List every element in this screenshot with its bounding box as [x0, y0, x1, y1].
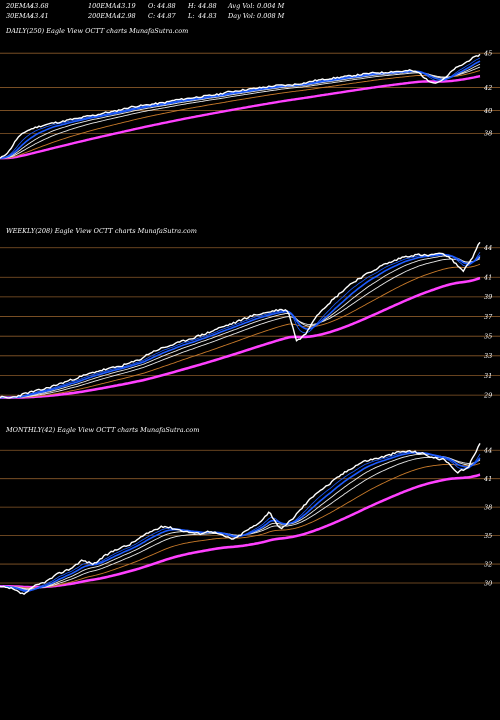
monthly-y-tick-label: 32 [484, 560, 492, 568]
stat-high-label: H: [187, 2, 196, 10]
panel-monthly: MONTHLY(42) Eagle View OCTT charts Munaf… [0, 426, 500, 595]
daily-ema-200-line [0, 75, 481, 160]
monthly-y-tick-label: 35 [484, 532, 492, 540]
monthly-y-tick-label: 30 [484, 579, 492, 587]
stat-20ema-label: 20EMA: [5, 2, 33, 10]
daily-y-tick-label: 38 [484, 130, 492, 138]
panel-monthly-lines [0, 443, 481, 595]
monthly-ema-100-line [0, 462, 481, 589]
stat-30ema-value: 43.41 [29, 12, 49, 20]
monthly-y-tick-label: 44 [483, 447, 492, 455]
stat-high-value: 44.88 [197, 2, 217, 10]
stat-dayvol-label: Day Vol: [227, 12, 255, 20]
panel-daily: DAILY(250) Eagle View OCTT charts Munafa… [0, 27, 500, 160]
monthly-y-tick-label: 38 [484, 503, 492, 511]
panel-weekly: WEEKLY(208) Eagle View OCTT charts Munaf… [0, 227, 500, 399]
weekly-price-line [0, 241, 481, 399]
weekly-y-tick-label: 37 [484, 313, 493, 321]
daily-y-tick-label: 40 [483, 107, 492, 115]
stat-dayvol-value: 0.008 M [257, 12, 285, 20]
weekly-y-tick-label: 29 [483, 391, 492, 399]
monthly-ema-200-upper-line [0, 473, 481, 587]
panel-daily-grid [0, 52, 500, 134]
weekly-ema-10-line [0, 251, 481, 399]
monthly-price-line [0, 443, 481, 595]
panel-monthly-ticks: 44 41 38 35 32 30 [483, 447, 492, 588]
monthly-y-tick-label: 41 [483, 475, 492, 483]
stat-100ema-label: 100EMA: [88, 2, 119, 10]
panel-weekly-ticks: 44 41 39 37 35 33 31 29 [483, 244, 493, 399]
stat-20ema-value: 43.68 [29, 2, 49, 10]
daily-y-tick-label: 42 [483, 84, 492, 92]
panel-daily-ticks: 45 42 40 38 [483, 49, 492, 137]
stat-open-value: 44.88 [156, 2, 176, 10]
weekly-y-tick-label: 44 [483, 244, 492, 252]
weekly-ema-20-line [0, 253, 481, 399]
panel-daily-label: DAILY(250) Eagle View OCTT charts Munafa… [5, 27, 188, 35]
panel-monthly-label: MONTHLY(42) Eagle View OCTT charts Munaf… [5, 426, 199, 434]
weekly-y-tick-label: 39 [484, 293, 492, 301]
panel-daily-lines [0, 53, 481, 160]
weekly-y-tick-label: 33 [484, 352, 492, 360]
weekly-ema-50-line [0, 258, 481, 399]
stat-avgvol-label: Avg Vol: [227, 2, 255, 10]
stat-200ema-label: 200EMA: [87, 12, 119, 20]
stat-30ema-label: 30EMA: [6, 12, 33, 20]
weekly-y-tick-label: 31 [484, 372, 492, 380]
weekly-y-tick-label: 41 [483, 274, 492, 282]
monthly-ema-20-line [0, 451, 481, 592]
daily-ema-200-upper-line [0, 75, 481, 159]
stat-close-label: C: [148, 12, 155, 20]
stat-close-value: 44.87 [156, 12, 176, 20]
stat-200ema-value: 42.98 [116, 12, 136, 20]
daily-ema-50-line [0, 66, 481, 159]
daily-ema-100-line [0, 70, 481, 159]
panel-weekly-lines [0, 241, 481, 399]
weekly-ema-30-line [0, 255, 481, 399]
panel-monthly-grid [0, 449, 500, 584]
weekly-y-tick-label: 35 [484, 332, 492, 340]
stat-low-label: L: [187, 12, 195, 20]
weekly-ema-200-line [0, 277, 481, 399]
weekly-ema-200-upper-line [0, 276, 481, 398]
stat-open-label: O: [148, 2, 156, 10]
monthly-ema-10-line [0, 451, 481, 593]
weekly-ema-100-line [0, 263, 481, 399]
stat-low-value: 44.83 [197, 12, 217, 20]
daily-price-line [0, 53, 481, 159]
stat-avgvol-value: 0.004 M [257, 2, 285, 10]
panel-weekly-label: WEEKLY(208) Eagle View OCTT charts Munaf… [6, 227, 197, 235]
header-stats: 20EMA: 43.68 100EMA: 43.19 O: 44.88 H: 4… [5, 2, 285, 20]
stat-100ema-value: 43.19 [116, 2, 136, 10]
monthly-ema-200-line [0, 473, 481, 589]
daily-y-tick-label: 45 [483, 49, 492, 57]
